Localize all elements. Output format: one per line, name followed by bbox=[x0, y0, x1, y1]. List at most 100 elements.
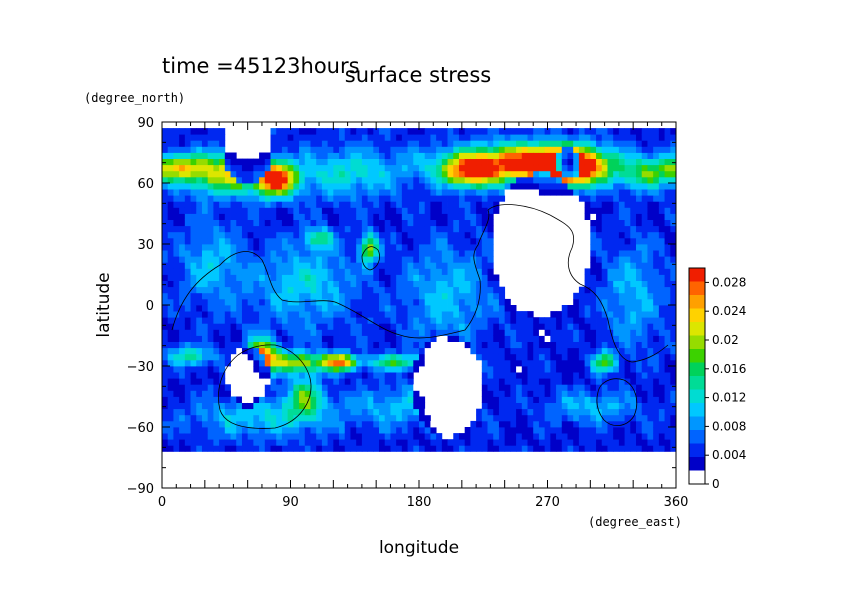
heatmap-cell bbox=[441, 298, 448, 306]
heatmap-cell bbox=[658, 250, 665, 257]
heatmap-cell bbox=[493, 134, 500, 141]
heatmap-cell bbox=[510, 390, 517, 397]
heatmap-cell bbox=[333, 414, 340, 422]
heatmap-cell bbox=[333, 256, 340, 263]
heatmap-cell bbox=[590, 427, 597, 434]
heatmap-cell bbox=[487, 427, 494, 434]
heatmap-cell bbox=[281, 152, 289, 159]
heatmap-cell bbox=[367, 414, 374, 422]
heatmap-cell bbox=[344, 244, 351, 251]
heatmap-cell bbox=[162, 176, 169, 184]
heatmap-cell bbox=[641, 384, 648, 391]
heatmap-cell bbox=[464, 140, 471, 147]
heatmap-cell bbox=[190, 146, 197, 153]
heatmap-cell bbox=[424, 152, 431, 159]
heatmap-cell bbox=[476, 170, 483, 178]
heatmap-cell bbox=[584, 323, 591, 330]
heatmap-cell bbox=[304, 237, 311, 245]
heatmap-cell bbox=[190, 176, 197, 184]
heatmap-cell bbox=[304, 152, 311, 159]
heatmap-cell bbox=[339, 237, 346, 245]
heatmap-cell bbox=[190, 408, 197, 416]
heatmap-cell bbox=[213, 128, 220, 135]
heatmap-cell bbox=[550, 396, 557, 403]
heatmap-cell bbox=[447, 207, 454, 214]
heatmap-cell bbox=[299, 359, 306, 367]
heatmap-cell bbox=[653, 268, 660, 275]
heatmap-cell bbox=[544, 433, 551, 440]
heatmap-cell bbox=[578, 414, 586, 422]
heatmap-cell bbox=[453, 189, 460, 196]
heatmap-cell bbox=[241, 237, 249, 245]
heatmap-cell bbox=[361, 176, 368, 184]
heatmap-cell bbox=[464, 170, 471, 178]
colorbar-frame bbox=[688, 267, 706, 485]
heatmap-cell bbox=[373, 237, 380, 245]
heatmap-cell bbox=[653, 298, 660, 306]
heatmap-cell bbox=[173, 439, 180, 446]
heatmap-cell bbox=[207, 311, 214, 318]
heatmap-cell bbox=[361, 219, 368, 227]
heatmap-cell bbox=[173, 427, 180, 434]
heatmap-cell bbox=[224, 176, 231, 184]
heatmap-cell bbox=[641, 390, 648, 397]
heatmap-cell bbox=[213, 158, 220, 166]
heatmap-cell bbox=[533, 335, 540, 342]
heatmap-cell bbox=[516, 164, 523, 172]
heatmap-cell bbox=[327, 378, 334, 385]
heatmap-cell bbox=[281, 347, 289, 355]
heatmap-cell bbox=[538, 427, 546, 434]
heatmap-cell bbox=[533, 128, 540, 135]
heatmap-cell bbox=[670, 201, 677, 208]
heatmap-cell bbox=[481, 237, 488, 245]
heatmap-cell bbox=[550, 390, 557, 397]
heatmap-cell bbox=[390, 298, 397, 306]
heatmap-cell bbox=[310, 140, 317, 147]
heatmap-cell bbox=[213, 152, 220, 159]
heatmap-cell bbox=[310, 250, 317, 257]
heatmap-cell bbox=[470, 439, 477, 446]
heatmap-cell bbox=[487, 225, 494, 233]
heatmap-cell bbox=[521, 433, 528, 440]
heatmap-cell bbox=[179, 323, 186, 330]
heatmap-cell bbox=[584, 433, 591, 440]
heatmap-cell bbox=[476, 152, 483, 159]
heatmap-cell bbox=[316, 231, 323, 239]
heatmap-cell bbox=[379, 347, 386, 355]
heatmap-cell bbox=[556, 408, 563, 416]
heatmap-cell bbox=[321, 128, 329, 135]
heatmap-cell bbox=[201, 372, 209, 379]
heatmap-cell bbox=[584, 158, 591, 166]
heatmap-cell bbox=[179, 347, 186, 355]
heatmap-cell bbox=[259, 164, 266, 172]
heatmap-cell bbox=[162, 286, 169, 294]
heatmap-cell bbox=[384, 311, 391, 318]
heatmap-cell bbox=[584, 146, 591, 153]
heatmap-cell bbox=[339, 305, 346, 312]
heatmap-cell bbox=[556, 146, 563, 153]
heatmap-cell bbox=[367, 408, 374, 416]
colorbar-band bbox=[689, 362, 705, 376]
heatmap-cell bbox=[207, 268, 214, 275]
heatmap-cell bbox=[384, 366, 391, 373]
heatmap-cell bbox=[384, 280, 391, 288]
heatmap-cell bbox=[247, 219, 254, 227]
heatmap-cell bbox=[253, 317, 260, 324]
heatmap-cell bbox=[590, 439, 597, 446]
heatmap-cell bbox=[356, 231, 363, 239]
heatmap-cell bbox=[327, 359, 334, 367]
heatmap-cell bbox=[361, 317, 368, 324]
heatmap-cell bbox=[458, 219, 466, 227]
heatmap-cell bbox=[550, 128, 557, 135]
heatmap-cell bbox=[636, 244, 643, 251]
heatmap-cell bbox=[590, 237, 597, 245]
heatmap-cell bbox=[316, 134, 323, 141]
heatmap-cell bbox=[584, 201, 591, 208]
heatmap-cell bbox=[184, 183, 191, 190]
heatmap-cell bbox=[618, 164, 625, 172]
heatmap-cell bbox=[413, 256, 420, 263]
heatmap-cell bbox=[601, 372, 608, 379]
heatmap-cell bbox=[413, 219, 420, 227]
heatmap-cell bbox=[636, 390, 643, 397]
heatmap-cell bbox=[584, 335, 591, 342]
